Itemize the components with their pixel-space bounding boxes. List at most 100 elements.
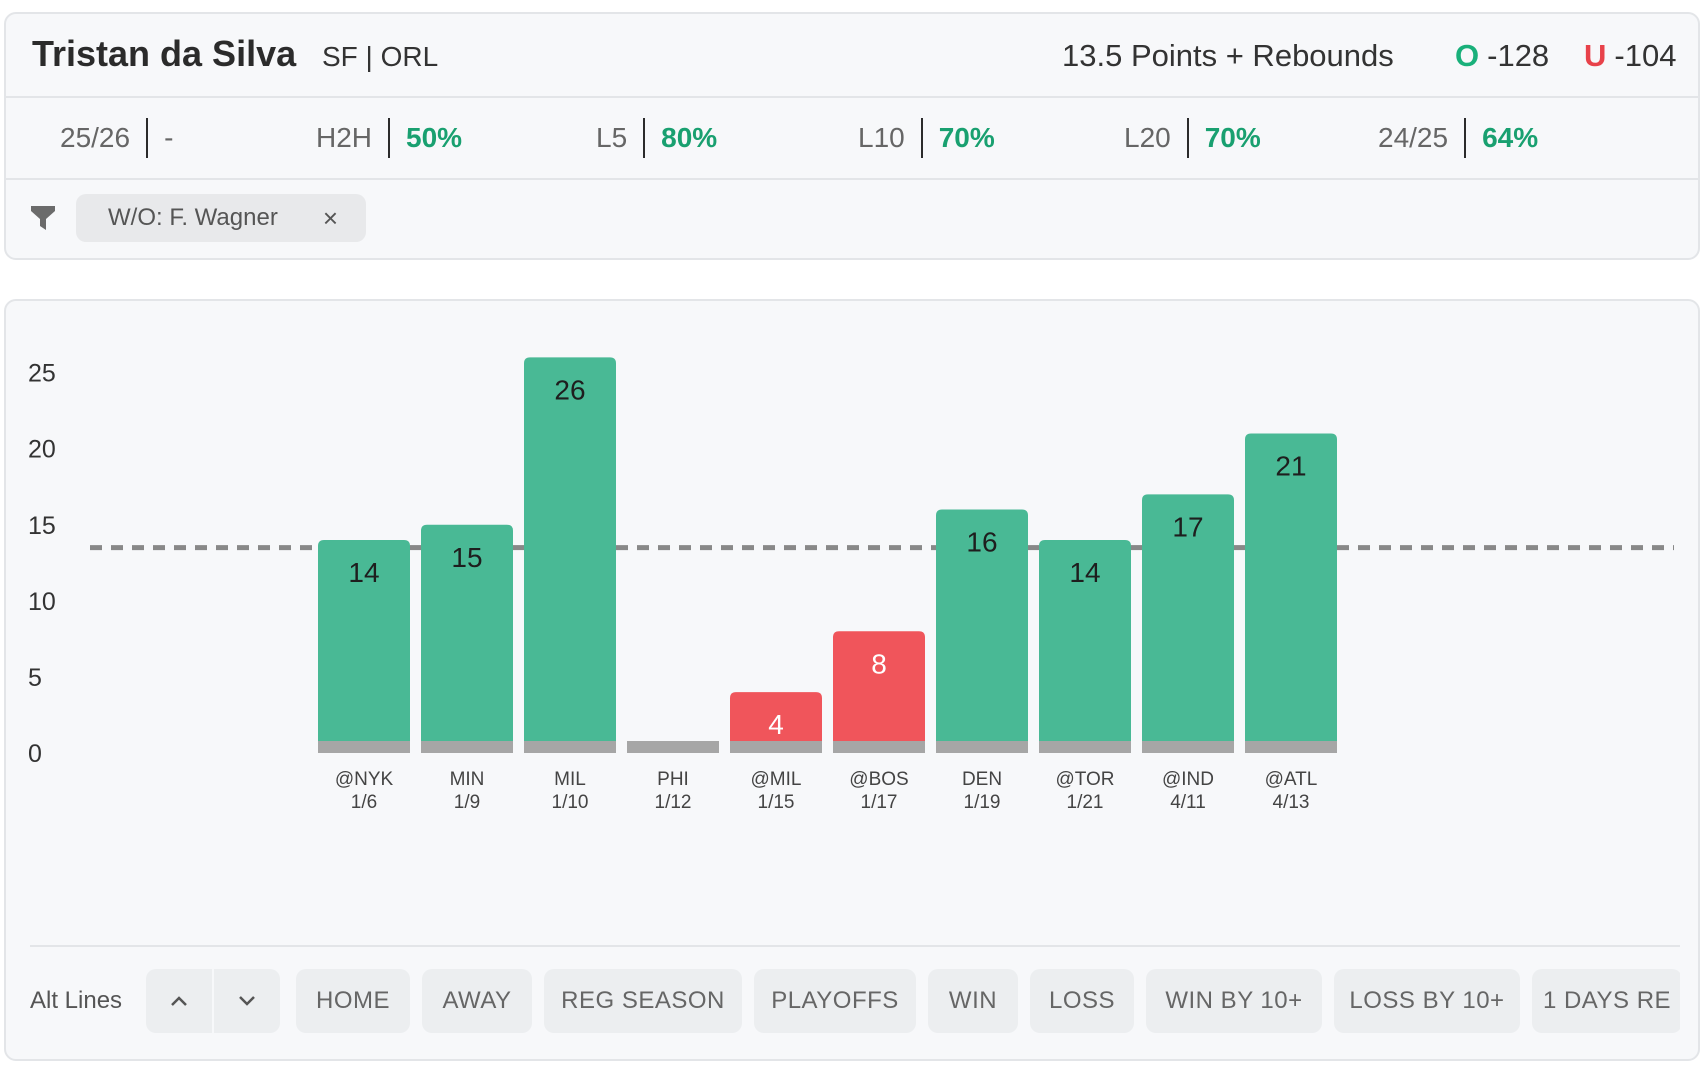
bar[interactable] xyxy=(1039,539,1131,753)
prop-line: 13.5 Points + Rebounds xyxy=(1062,38,1394,73)
y-tick-label: 20 xyxy=(28,436,56,464)
stat-value: - xyxy=(164,122,174,153)
under-odds[interactable]: U -104 xyxy=(1584,38,1676,74)
stat-label: H2H xyxy=(316,122,373,153)
hit-rate-row: 25/26 - H2H 50% L5 80% L10 70% L20 70% 2… xyxy=(6,96,1698,180)
bar-base xyxy=(730,741,822,753)
stat-l5[interactable]: L5 80% xyxy=(596,118,717,158)
x-tick-label: MIN xyxy=(450,769,485,790)
x-tick-date: 1/21 xyxy=(1067,792,1104,813)
stat-value: 70% xyxy=(1204,122,1261,153)
y-tick-label: 5 xyxy=(28,664,42,692)
stat-value: 80% xyxy=(661,122,718,153)
stat-divider xyxy=(1464,118,1467,158)
x-tick-label: DEN xyxy=(962,769,1002,790)
alt-line-up-button[interactable] xyxy=(146,969,212,1033)
stat-divider xyxy=(643,118,646,158)
x-tick-date: 1/15 xyxy=(758,792,795,813)
stat-h2h[interactable]: H2H 50% xyxy=(316,118,462,158)
y-tick-label: 10 xyxy=(28,588,56,616)
bar[interactable] xyxy=(936,509,1028,753)
filter-loss-by-10-button[interactable]: LOSS BY 10+ xyxy=(1334,969,1520,1033)
filter-loss-button[interactable]: LOSS xyxy=(1030,969,1134,1033)
chart-controls: Alt Lines HOME AWAY REG SEASON PLAYOFFS WIN L… xyxy=(30,969,1680,1033)
chevron-down-icon xyxy=(239,996,255,1006)
filter-home-button[interactable]: HOME xyxy=(296,969,410,1033)
bar-value-label: 14 xyxy=(348,557,379,588)
y-tick-label: 25 xyxy=(28,360,56,388)
stat-l10[interactable]: L10 70% xyxy=(858,118,995,158)
stat-divider xyxy=(388,118,391,158)
bar[interactable] xyxy=(421,524,513,753)
stat-label: L5 xyxy=(596,122,628,153)
y-tick-label: 15 xyxy=(28,512,56,540)
x-tick-label: @ATL xyxy=(1265,769,1318,790)
bar[interactable] xyxy=(1245,433,1337,753)
bar[interactable] xyxy=(730,692,822,753)
player-team: SF | ORL xyxy=(322,41,439,72)
bar-value-label: 14 xyxy=(1069,557,1100,588)
x-tick-label: @NYK xyxy=(335,769,394,790)
filter-away-button[interactable]: AWAY xyxy=(422,969,532,1033)
game-log-chart-card: 0 5 10 15 20 25 14 @NYK 1/6 15 MIN 1/9 26 MIL 1/10 PHI 1… xyxy=(4,299,1700,1061)
game-log-chart: 051015202514@NYK1/615MIN1/926MIL1/10PHI1… xyxy=(28,357,1674,813)
bar[interactable] xyxy=(1142,494,1234,753)
over-odds-value: -128 xyxy=(1487,38,1550,73)
x-tick-date: 1/19 xyxy=(964,792,1001,813)
bar-value-label: 8 xyxy=(871,648,887,679)
over-odds[interactable]: O -128 xyxy=(1455,38,1549,74)
bar-base xyxy=(1142,741,1234,753)
bar-value-label: 21 xyxy=(1275,450,1306,481)
stat-label: 25/26 xyxy=(60,122,131,153)
stat-season[interactable]: 25/26 - xyxy=(60,118,173,158)
player-name: Tristan da Silva xyxy=(32,33,297,74)
stat-label: L10 xyxy=(858,122,905,153)
stat-value: 70% xyxy=(938,122,995,153)
filter-playoffs-button[interactable]: PLAYOFFS xyxy=(754,969,916,1033)
stat-value: 64% xyxy=(1482,122,1539,153)
x-tick-label: PHI xyxy=(657,769,689,790)
prop-summary-card: Tristan da Silva SF | ORL 13.5 Points + … xyxy=(4,12,1700,260)
bar-base xyxy=(936,741,1028,753)
stat-l20[interactable]: L20 70% xyxy=(1124,118,1261,158)
filter-icon[interactable] xyxy=(30,204,56,232)
chevron-up-icon xyxy=(171,996,187,1006)
stat-divider xyxy=(146,118,149,158)
x-tick-date: 1/6 xyxy=(351,792,377,813)
filter-chip[interactable]: W/O: F. Wagner × xyxy=(76,194,366,242)
stat-label: L20 xyxy=(1124,122,1171,153)
under-odds-value: -104 xyxy=(1614,38,1677,73)
bar-base xyxy=(833,741,925,753)
stat-last-season[interactable]: 24/25 64% xyxy=(1378,118,1538,158)
bar-base xyxy=(524,741,616,753)
filter-1-days-re-button[interactable]: 1 DAYS RE xyxy=(1532,969,1680,1033)
bar-value-label: 17 xyxy=(1172,511,1203,542)
stat-divider xyxy=(920,118,923,158)
x-tick-date: 1/10 xyxy=(552,792,589,813)
bar-base xyxy=(627,741,719,753)
prop-header: Tristan da Silva SF | ORL 13.5 Points + … xyxy=(6,14,1698,98)
filter-reg-season-button[interactable]: REG SEASON xyxy=(544,969,742,1033)
x-tick-date: 4/13 xyxy=(1273,792,1310,813)
bar-value-label: 4 xyxy=(768,709,784,740)
bar[interactable] xyxy=(833,631,925,753)
bar[interactable] xyxy=(524,357,616,753)
y-tick-label: 0 xyxy=(28,740,42,768)
bar-value-label: 15 xyxy=(451,542,482,573)
x-tick-date: 1/9 xyxy=(454,792,480,813)
x-tick-label: @MIL xyxy=(751,769,802,790)
bar[interactable] xyxy=(318,539,410,753)
over-icon: O xyxy=(1455,38,1480,73)
filter-win-button[interactable]: WIN xyxy=(928,969,1018,1033)
x-tick-date: 1/12 xyxy=(655,792,692,813)
x-tick-label: @BOS xyxy=(849,769,908,790)
bar-base xyxy=(1039,741,1131,753)
alt-lines-label: Alt Lines xyxy=(30,987,123,1014)
filter-chip-label: W/O: F. Wagner xyxy=(108,204,278,231)
bar-base xyxy=(318,741,410,753)
x-tick-date: 1/17 xyxy=(861,792,898,813)
close-icon[interactable]: × xyxy=(322,203,338,233)
filter-win-by-10-button[interactable]: WIN BY 10+ xyxy=(1146,969,1322,1033)
alt-line-down-button[interactable] xyxy=(214,969,280,1033)
stat-label: 24/25 xyxy=(1378,122,1449,153)
